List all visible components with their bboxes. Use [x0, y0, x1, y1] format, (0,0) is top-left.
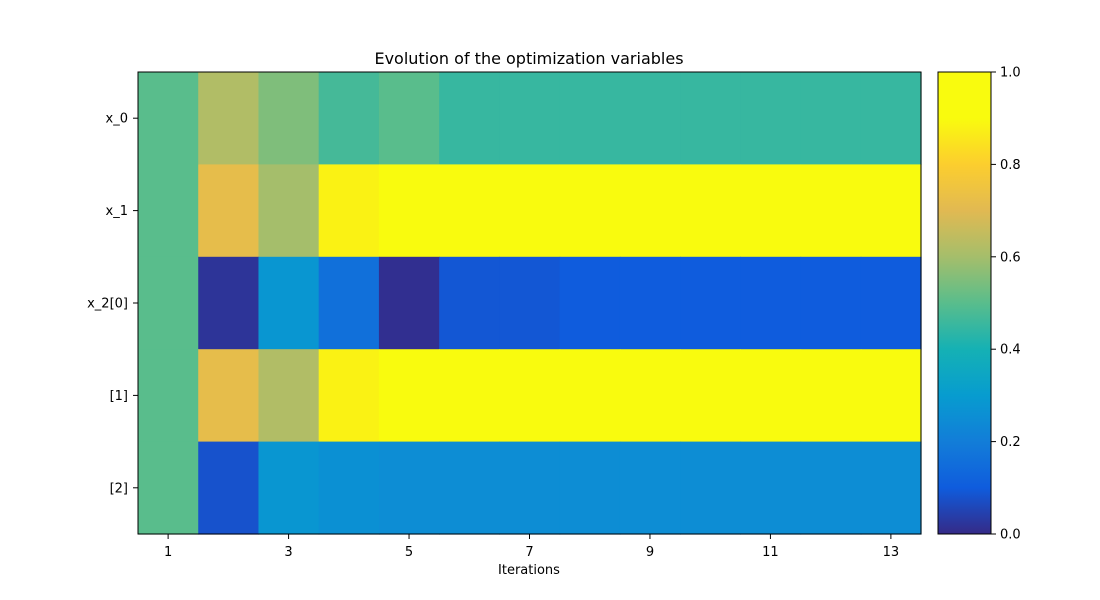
heatmap-cell	[439, 256, 500, 350]
heatmap-cell	[680, 441, 741, 535]
heatmap-cell	[499, 441, 561, 535]
heatmap-cell	[258, 164, 320, 258]
heatmap-cell	[439, 164, 500, 258]
heatmap-cell	[499, 72, 561, 165]
heatmap-cell	[499, 349, 561, 443]
heatmap-cell	[619, 441, 681, 535]
heatmap-cell	[559, 72, 621, 165]
x-tick-label: 7	[525, 545, 533, 560]
heatmap-cell	[860, 441, 922, 535]
heatmap-cell	[378, 441, 440, 535]
heatmap-cell	[378, 256, 440, 350]
heatmap-cell	[499, 256, 561, 350]
heatmap-cell	[198, 164, 260, 258]
heatmap-cell	[198, 441, 260, 535]
heatmap-cell	[138, 349, 199, 443]
heatmap-cell	[800, 441, 862, 535]
colorbar-tick-label: 0.4	[1000, 343, 1021, 358]
x-tick-label: 3	[284, 545, 292, 560]
colorbar-tick-label: 1.0	[1000, 66, 1021, 81]
heatmap-cell	[138, 72, 199, 165]
heatmap-cell	[740, 441, 802, 535]
heatmap-cell	[740, 72, 802, 165]
heatmap-cell	[680, 256, 741, 350]
heatmap-cell	[258, 256, 320, 350]
heatmap-cell	[138, 441, 199, 535]
heatmap-cell	[680, 349, 741, 443]
heatmap-cell	[860, 164, 922, 258]
heatmap-cell	[619, 256, 681, 350]
heatmap-cell	[680, 72, 741, 165]
x-tick-label: 13	[883, 545, 900, 560]
colorbar-tick-label: 0.8	[1000, 158, 1021, 173]
colorbar-tick-label: 0.6	[1000, 250, 1021, 265]
heatmap-cells	[138, 72, 922, 535]
heatmap-cell	[680, 164, 741, 258]
heatmap-cell	[499, 164, 561, 258]
heatmap-cell	[860, 72, 922, 165]
colorbar	[937, 71, 992, 535]
y-tick-label: x_0	[106, 112, 128, 127]
colorbar-tick-label: 0.2	[1000, 435, 1021, 450]
heatmap-cell	[559, 349, 621, 443]
heatmap-cell	[378, 164, 440, 258]
heatmap-cell	[318, 441, 380, 535]
chart-title: Evolution of the optimization variables	[374, 49, 683, 68]
heatmap-cell	[138, 164, 199, 258]
heatmap-cell	[378, 72, 440, 165]
x-tick-label: 1	[164, 545, 172, 560]
heatmap-cell	[740, 349, 802, 443]
x-tick-label: 11	[762, 545, 779, 560]
y-axis: x_0 x_1 x_2[0] [1] [2]	[87, 112, 138, 496]
heatmap-cell	[860, 256, 922, 350]
heatmap-cell	[198, 256, 260, 350]
heatmap-cell	[318, 164, 380, 258]
heatmap-cell	[439, 72, 500, 165]
x-tick-label: 5	[405, 545, 413, 560]
heatmap-cell	[258, 349, 320, 443]
x-tick-label: 9	[646, 545, 654, 560]
x-axis-label: Iterations	[498, 563, 560, 578]
heatmap-cell	[258, 441, 320, 535]
heatmap-cell	[198, 72, 260, 165]
heatmap-cell	[559, 256, 621, 350]
heatmap-cell	[740, 256, 802, 350]
heatmap-cell	[439, 349, 500, 443]
heatmap-cell	[860, 349, 922, 443]
heatmap-cell	[198, 349, 260, 443]
x-axis: 1 3 5 7 9 11 13	[164, 534, 899, 560]
colorbar-tick-label: 0.0	[1000, 528, 1021, 543]
heatmap-cell	[800, 164, 862, 258]
heatmap-cell	[559, 164, 621, 258]
heatmap-cell	[800, 72, 862, 165]
heatmap-cell	[378, 349, 440, 443]
heatmap-cell	[619, 72, 681, 165]
y-tick-label: [2]	[110, 481, 128, 496]
y-tick-label: [1]	[110, 389, 128, 404]
y-tick-label: x_2[0]	[87, 297, 128, 312]
heatmap-cell	[318, 349, 380, 443]
heatmap-cell	[318, 72, 380, 165]
heatmap-cell	[740, 164, 802, 258]
y-tick-label: x_1	[106, 204, 128, 219]
heatmap-cell	[318, 256, 380, 350]
heatmap-cell	[800, 349, 862, 443]
heatmap-cell	[258, 72, 320, 165]
heatmap-cell	[619, 164, 681, 258]
heatmap-cell	[800, 256, 862, 350]
heatmap-cell	[559, 441, 621, 535]
heatmap-cell	[619, 349, 681, 443]
heatmap-cell	[439, 441, 500, 535]
colorbar-ticks: 0.0 0.2 0.4 0.6 0.8 1.0	[991, 66, 1021, 543]
heatmap-cell	[138, 256, 199, 350]
